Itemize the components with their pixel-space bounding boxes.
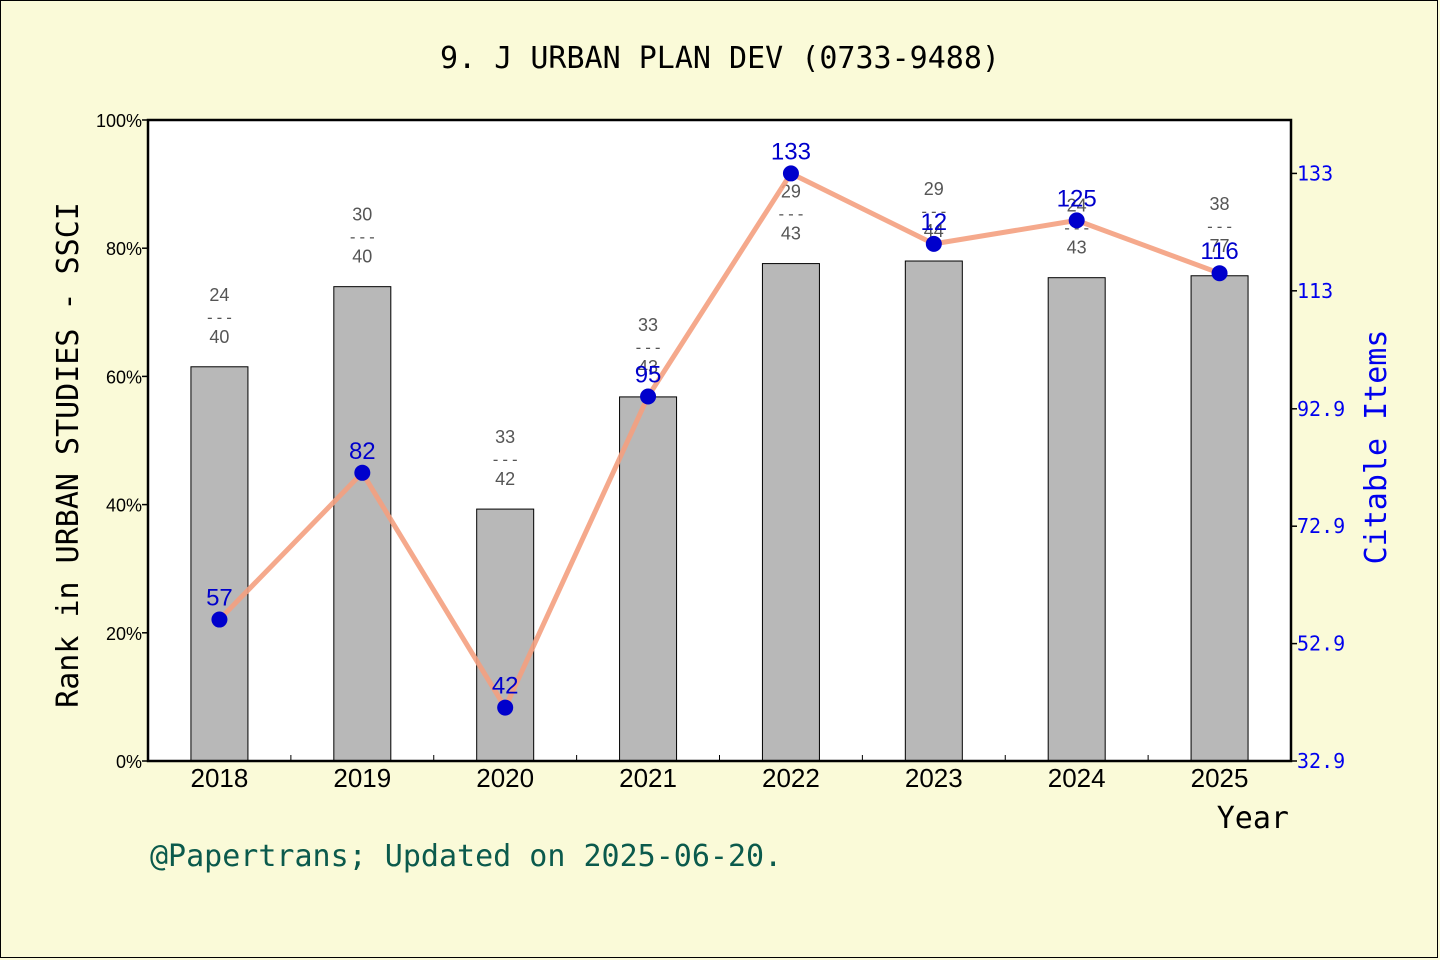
rank-fraction-2022: 29 ---43 (776, 182, 805, 244)
rank-fraction-top: 30 (352, 205, 372, 225)
rank-fraction-bar: --- (1205, 217, 1234, 236)
rank-fraction-bottom: 77 (1210, 236, 1230, 256)
citable-label-2019: 82 (349, 438, 376, 465)
citable-point-2022 (782, 165, 799, 182)
y-tick-label-right: 32.9 (1297, 749, 1345, 773)
x-tick-label-2019: 2019 (333, 763, 391, 793)
citable-point-2024 (1068, 212, 1085, 229)
rank-fraction-layer: 24---4030---4033---4233---4329---4329---… (205, 179, 1234, 489)
y-axis-title-left: Rank in URBAN STUDIES - SSCI (51, 202, 86, 708)
citable-items-line (217, 170, 1221, 711)
y-tick-label-left: 80% (106, 239, 142, 259)
x-tick-label-2023: 2023 (905, 763, 963, 793)
rank-fraction-bottom: 43 (638, 357, 658, 377)
citable-label-2022: 133 (771, 138, 811, 165)
rank-fraction-top: 24 (1067, 196, 1087, 216)
citable-label-2021: 95 (635, 361, 662, 388)
rank-fraction-top: 29 (781, 182, 801, 202)
rank-fraction-bar: --- (205, 308, 234, 327)
rank-fraction-bar: --- (348, 228, 377, 247)
y-tick-label-left: 40% (106, 496, 142, 516)
rank-fraction-bar: --- (491, 450, 520, 469)
rank-fraction-2020: 33 ---42 (491, 427, 520, 489)
citable-label-2024: 125 (1057, 185, 1097, 212)
rank-fraction-top: 33 (638, 315, 658, 335)
citable-point-2018 (211, 611, 228, 628)
citable-point-2025 (1211, 265, 1228, 282)
y-axis-title-right: Citable Items (1359, 330, 1394, 565)
citable-label-2023: 12 (920, 209, 947, 236)
y-tick-label-left: 0% (116, 752, 142, 772)
rank-fraction-2019: 30 ---40 (348, 205, 377, 267)
bar-2020 (476, 508, 535, 762)
x-tick-label-2024: 2024 (1048, 763, 1106, 793)
axes-layer: 0% 20% 40% 60% 80% 100% 32.9 52.9 72.9 92.9 113 133… (96, 111, 1345, 793)
x-tick-label-2022: 2022 (762, 763, 820, 793)
y-tick-label-right: 72.9 (1297, 514, 1345, 538)
rank-fraction-bottom: 40 (352, 247, 372, 267)
y-tick-label-right: 52.9 (1297, 632, 1345, 656)
bar-2024 (1047, 277, 1106, 762)
bar-2023 (904, 260, 963, 762)
rank-fraction-top: 29 (924, 179, 944, 199)
rank-fraction-top: 33 (495, 427, 515, 447)
chart-title: 9. J URBAN PLAN DEV (0733-9488) (440, 41, 1000, 76)
y-tick-label-left: 60% (106, 367, 142, 387)
rank-fraction-top: 38 (1210, 194, 1230, 214)
bar-2022 (761, 263, 820, 762)
bar-2025 (1190, 275, 1249, 762)
bar-2021 (619, 396, 678, 762)
plot-area (148, 120, 1291, 761)
y-tick-label-right: 113 (1297, 279, 1333, 303)
citable-point-2019 (354, 464, 371, 481)
footer-note: @Papertrans; Updated on 2025-06-20. (150, 839, 782, 874)
rank-fraction-2018: 24 ---40 (205, 285, 234, 347)
citable-label-2020: 42 (492, 673, 519, 700)
citable-label-2018: 57 (206, 585, 233, 612)
rank-fraction-bottom: 43 (1067, 238, 1087, 258)
rank-fraction-2021: 33 ---43 (634, 315, 663, 377)
rank-fraction-2025: 38 ---77 (1205, 194, 1234, 256)
x-tick-label-2021: 2021 (619, 763, 677, 793)
bar-2018 (190, 366, 249, 762)
rank-fraction-bottom: 43 (781, 224, 801, 244)
citable-line-layer: 57 82 42 95 133 12 125 116 (206, 138, 1239, 716)
y-tick-label-right: 133 (1297, 161, 1333, 185)
rank-fraction-bottom: 40 (209, 327, 229, 347)
bar-2019 (333, 286, 392, 762)
rank-fraction-bottom: 44 (924, 221, 944, 241)
citable-point-2023 (925, 235, 942, 252)
x-tick-label-2020: 2020 (476, 763, 534, 793)
rank-fraction-bar: --- (634, 338, 663, 357)
citable-point-2020 (497, 699, 514, 716)
y-tick-label-right: 92.9 (1297, 397, 1345, 421)
y-tick-label-left: 100% (96, 111, 142, 131)
rank-fraction-2023: 29 ---44 (919, 179, 948, 241)
citable-label-2025: 116 (1200, 238, 1238, 265)
rank-fraction-bottom: 42 (495, 469, 515, 489)
x-tick-label-2018: 2018 (191, 763, 249, 793)
rank-fraction-top: 24 (209, 285, 229, 305)
rank-fraction-bar: --- (776, 205, 805, 224)
x-tick-label-2025: 2025 (1191, 763, 1249, 793)
x-axis-title: Year (1217, 801, 1289, 836)
rank-fraction-bar: --- (919, 202, 948, 221)
y-tick-label-left: 20% (106, 624, 142, 644)
citable-point-2021 (640, 388, 657, 405)
